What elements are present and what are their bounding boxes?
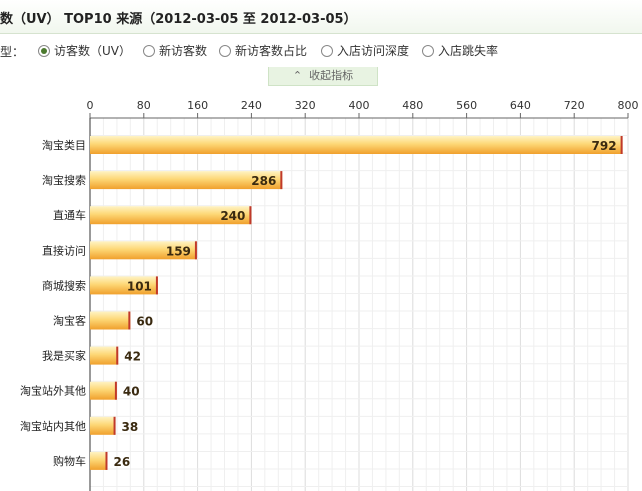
bar-value-label: 42 [124, 350, 141, 364]
bar-value-label: 60 [136, 315, 153, 329]
radio-icon [143, 45, 155, 57]
radio-icon [219, 45, 231, 57]
bar-end-cap [113, 416, 116, 435]
bar [90, 311, 131, 330]
radio-visit-depth-label: 入店访问深度 [337, 44, 410, 58]
bar [90, 416, 116, 435]
bar-end-cap [280, 171, 283, 190]
metric-type-label: 型： [0, 45, 25, 59]
x-tick-label: 800 [618, 99, 639, 112]
category-label: 淘宝类目 [42, 138, 86, 152]
radio-new-visitor-ratio-label: 新访客数占比 [235, 44, 308, 58]
radio-uv[interactable]: 访客数（UV） [38, 42, 131, 59]
category-label: 淘宝客 [53, 314, 86, 328]
category-label: 淘宝搜索 [42, 173, 86, 187]
bar-value-label: 101 [127, 279, 152, 293]
x-axis: 0 80 160 240 320 400 480 560 640 720 800 [87, 99, 639, 491]
radio-bounce-rate-label: 入店跳失率 [438, 44, 499, 58]
category-label: 淘宝站内其他 [20, 419, 86, 433]
bar-end-cap [194, 241, 197, 260]
radio-bounce-rate[interactable]: 入店跳失率 [422, 42, 498, 59]
category-label: 商城搜索 [42, 278, 86, 292]
bar-end-cap [128, 311, 131, 330]
bar-end-cap [116, 346, 119, 365]
radio-selected-icon [38, 45, 50, 57]
x-tick-label: 480 [402, 99, 423, 112]
x-tick-label: 560 [456, 99, 477, 112]
radio-visit-depth[interactable]: 入店访问深度 [321, 42, 409, 59]
category-label: 购物车 [53, 454, 86, 468]
bar-end-cap [620, 136, 623, 154]
bar [90, 171, 283, 190]
category-label: 我是买家 [42, 349, 86, 363]
radio-new-visitors-label: 新访客数 [159, 44, 208, 58]
bar-value-label: 159 [166, 244, 191, 258]
bar-end-cap [155, 276, 158, 295]
bar [90, 206, 252, 225]
x-tick-label: 160 [187, 99, 208, 112]
chevron-up-icon: ⌃ [292, 69, 303, 82]
bar [90, 346, 119, 365]
bar-end-cap [105, 451, 108, 470]
bar-value-label: 38 [122, 420, 139, 434]
radio-new-visitor-ratio[interactable]: 新访客数占比 [219, 42, 307, 59]
x-tick-label: 640 [510, 99, 531, 112]
radio-icon [321, 45, 333, 57]
radio-icon [422, 45, 434, 57]
radio-uv-label: 访客数（UV） [54, 44, 131, 58]
bar-value-label: 286 [251, 174, 276, 188]
bar-end-cap [114, 381, 117, 400]
category-label: 淘宝站外其他 [20, 384, 86, 398]
bar-value-label: 792 [592, 139, 617, 153]
collapse-label: 收起指标 [309, 69, 354, 82]
bar-value-label: 240 [220, 209, 245, 223]
category-labels: 淘宝类目淘宝搜索直通车直接访问商城搜索淘宝客我是买家淘宝站外其他淘宝站内其他购物… [20, 138, 86, 468]
metric-type-bar: 型： 访客数（UV） 新访客数 新访客数占比 入店访问深度 入店跳失率 [0, 34, 642, 68]
bar [90, 136, 623, 154]
bar-series: 792 286 240 159 101 60 42 40 38 26 [90, 136, 623, 470]
x-tick-label: 720 [564, 99, 585, 112]
x-tick-label: 400 [349, 99, 370, 112]
x-tick-label: 240 [241, 99, 262, 112]
bar [90, 381, 117, 400]
x-tick-label: 0 [87, 99, 94, 112]
collapse-metrics-button[interactable]: ⌃ 收起指标 [268, 67, 378, 86]
category-label: 直接访问 [42, 243, 86, 257]
header-bar: 数（UV） TOP10 来源（2012-03-05 至 2012-03-05） [0, 0, 642, 34]
category-label: 直通车 [53, 208, 86, 222]
bar-value-label: 26 [113, 455, 130, 469]
bar-value-label: 40 [123, 385, 140, 399]
bar-end-cap [249, 206, 252, 225]
x-tick-label: 320 [295, 99, 316, 112]
chart-grid [89, 117, 629, 491]
bar [90, 241, 197, 260]
page-title: 数（UV） TOP10 来源（2012-03-05 至 2012-03-05） [0, 12, 357, 27]
x-tick-label: 80 [137, 99, 151, 112]
bar [90, 276, 158, 295]
radio-new-visitors[interactable]: 新访客数 [143, 42, 207, 59]
bar [90, 451, 108, 470]
